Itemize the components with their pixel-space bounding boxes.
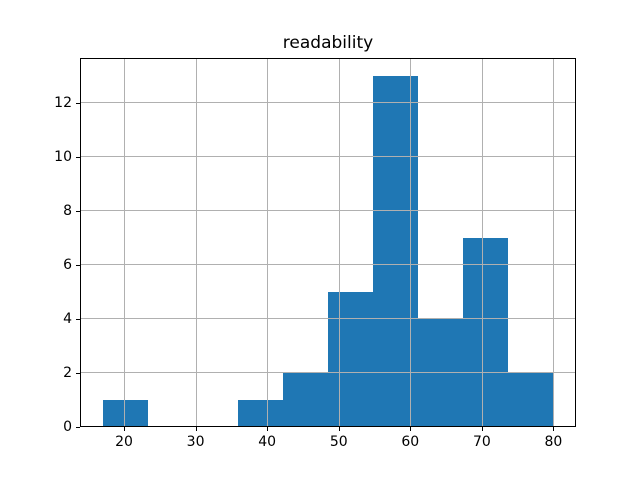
histogram-bar (463, 237, 509, 427)
grid-layer (80, 58, 576, 427)
x-tick-mark (338, 427, 340, 431)
y-tick-mark (76, 427, 80, 428)
x-gridline (410, 58, 412, 427)
histogram-bar (102, 399, 148, 427)
x-tick-label: 80 (544, 434, 563, 450)
x-gridline (338, 58, 340, 427)
histogram-bar (328, 291, 374, 427)
x-tick-mark (267, 427, 269, 431)
histogram-bar (237, 399, 283, 427)
y-tick-mark (76, 210, 80, 212)
y-tick-label: 12 (54, 94, 72, 111)
y-tick-label: 2 (63, 364, 72, 381)
y-gridline (80, 209, 576, 211)
x-tick-mark (124, 427, 126, 431)
y-gridline (80, 155, 576, 157)
y-gridline (80, 101, 576, 103)
axes-spine-frame (80, 58, 576, 427)
plot-area (80, 58, 576, 427)
y-tick-label: 0 (63, 419, 72, 435)
y-tick-mark (76, 318, 80, 320)
x-gridline (124, 58, 126, 427)
histogram-bar (418, 318, 464, 427)
x-tick-mark (481, 427, 483, 431)
x-gridline (553, 58, 555, 427)
x-gridline (481, 58, 483, 427)
y-gridline (80, 263, 576, 265)
histogram-bar (508, 372, 554, 427)
x-gridline (267, 58, 269, 427)
x-tick-label: 40 (258, 434, 277, 450)
x-tick-label: 70 (472, 434, 491, 450)
y-tick-label: 8 (63, 202, 72, 219)
y-tick-mark (76, 102, 80, 104)
x-tick-mark (553, 427, 555, 431)
y-gridline (80, 371, 576, 373)
x-tick-mark (195, 427, 197, 431)
y-tick-mark (76, 264, 80, 266)
y-tick-label: 4 (63, 310, 72, 327)
y-tick-label: 6 (63, 256, 72, 273)
histogram-bars-layer (80, 58, 576, 427)
y-tick-mark (76, 156, 80, 158)
x-tick-mark (410, 427, 412, 431)
y-gridline (80, 317, 576, 319)
y-tick-label: 10 (54, 148, 72, 165)
x-tick-label: 20 (115, 434, 133, 450)
x-tick-label: 60 (401, 434, 420, 450)
y-tick-mark (76, 372, 80, 374)
histogram-bar (282, 372, 328, 427)
x-gridline (195, 58, 197, 427)
x-tick-label: 50 (329, 434, 348, 450)
x-tick-label: 30 (186, 434, 205, 450)
chart-title: readability (282, 33, 374, 53)
